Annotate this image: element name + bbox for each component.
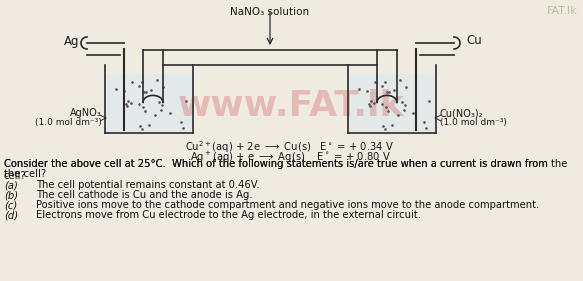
Text: (c): (c) [4,200,17,210]
Text: AgNO₃: AgNO₃ [70,108,102,118]
Text: the cell?: the cell? [4,169,46,179]
Text: (a): (a) [4,180,18,190]
Text: Cu$^{2+}$(aq) + 2e $\longrightarrow$ Cu(s)   E$^\circ$ = + 0.34 V: Cu$^{2+}$(aq) + 2e $\longrightarrow$ Cu(… [185,139,395,155]
Text: The cell cathode is Cu and the anode is Ag.: The cell cathode is Cu and the anode is … [36,190,252,200]
Text: (1.0 mol dm⁻³): (1.0 mol dm⁻³) [35,119,102,128]
Text: NaNO₃ solution: NaNO₃ solution [230,7,310,17]
Text: Cu: Cu [466,35,482,47]
Text: The cell potential remains constant at 0.46V.: The cell potential remains constant at 0… [36,180,259,190]
Text: Positive ions move to the cathode compartment and negative ions move to the anod: Positive ions move to the cathode compar… [36,200,539,210]
Text: FAT.lk: FAT.lk [547,6,578,16]
Bar [106,74,192,132]
Text: Ag$^+$(aq) + e $\longrightarrow$ Ag(s)    E$^\circ$ = + 0.80 V: Ag$^+$(aq) + e $\longrightarrow$ Ag(s) E… [189,150,391,165]
Text: Ag: Ag [64,35,79,47]
Text: (1.0 mol dm⁻³): (1.0 mol dm⁻³) [440,119,507,128]
Text: www.FAT.lk: www.FAT.lk [178,89,404,123]
Text: (d): (d) [4,210,18,220]
Text: Consider the above cell at 25°C.  Which of the following statements is/are true : Consider the above cell at 25°C. Which o… [4,159,567,181]
Bar [349,74,435,132]
Text: (b): (b) [4,190,18,200]
Text: Consider the above cell at 25°C.  Which of the following statements is/are true : Consider the above cell at 25°C. Which o… [4,159,548,169]
Text: Cu(NO₃)₂: Cu(NO₃)₂ [440,108,483,118]
Text: Electrons move from Cu electrode to the Ag electrode, in the external circuit.: Electrons move from Cu electrode to the … [36,210,421,220]
